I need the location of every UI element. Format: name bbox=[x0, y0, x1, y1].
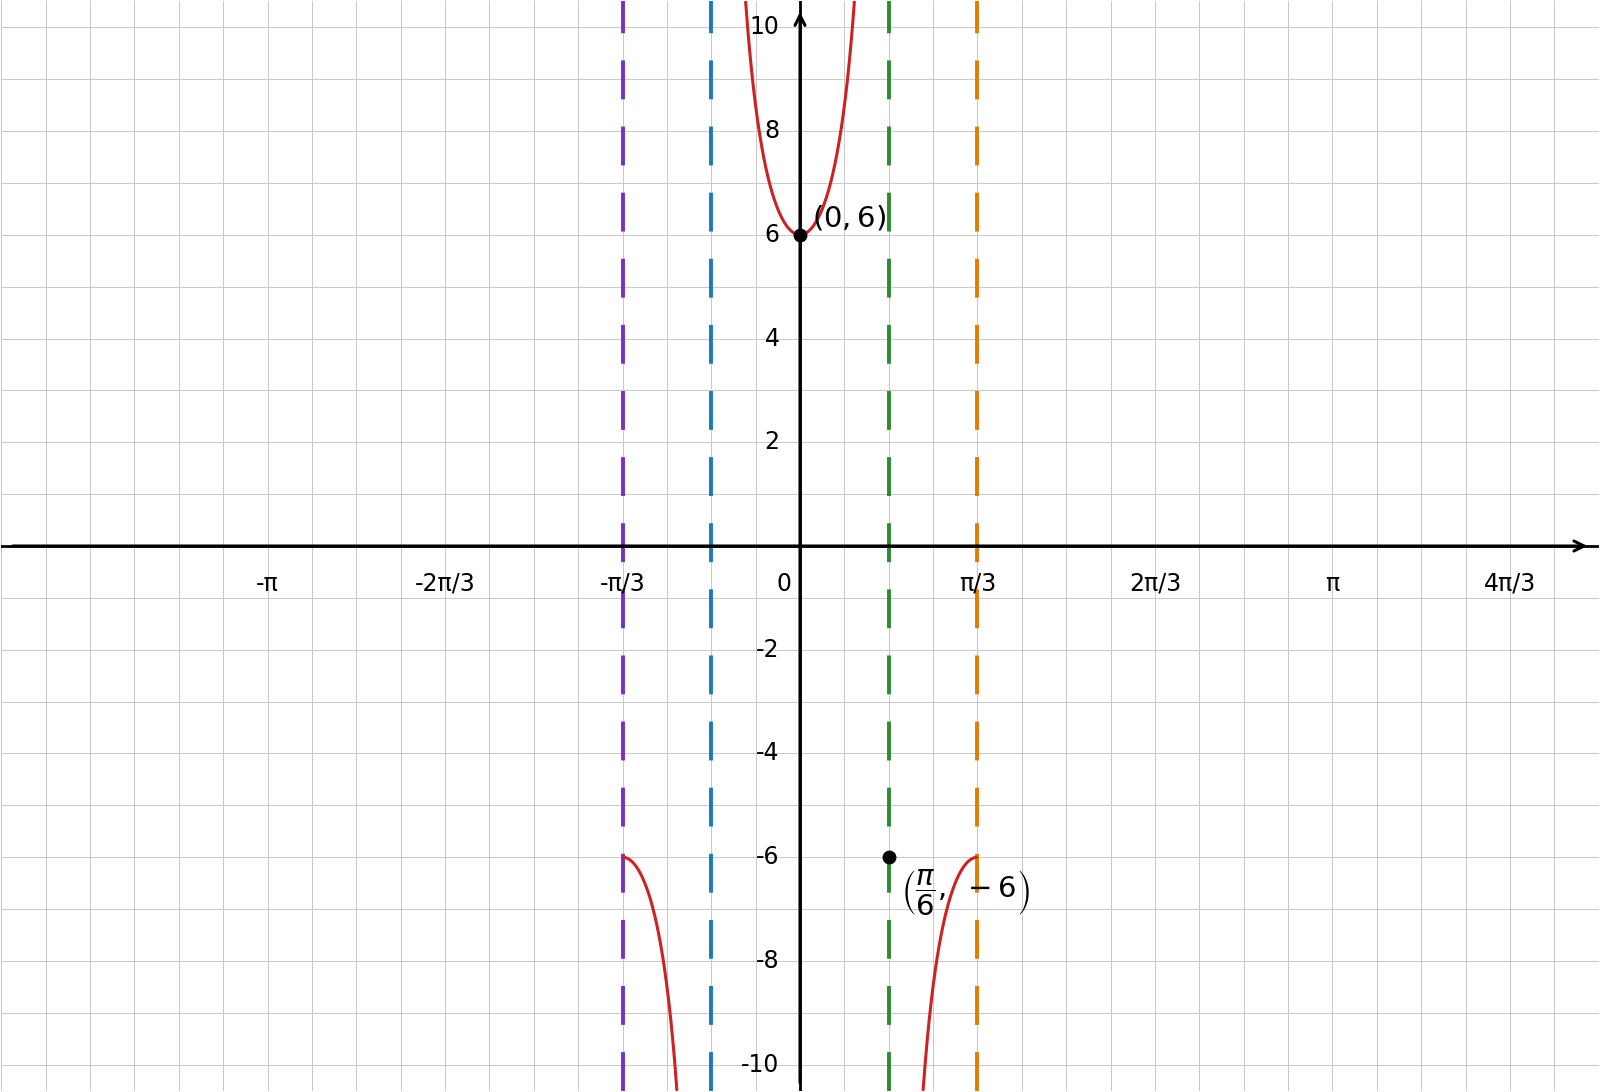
Text: 2π/3: 2π/3 bbox=[1130, 572, 1181, 596]
Text: 0: 0 bbox=[776, 572, 792, 596]
Text: π/3: π/3 bbox=[958, 572, 997, 596]
Text: $\left(\dfrac{\pi}{6},\ -6\right)$: $\left(\dfrac{\pi}{6},\ -6\right)$ bbox=[901, 867, 1029, 917]
Text: -2: -2 bbox=[757, 638, 779, 662]
Text: 8: 8 bbox=[765, 119, 779, 143]
Text: $(0, 6)$: $(0, 6)$ bbox=[811, 203, 886, 233]
Text: -6: -6 bbox=[757, 845, 779, 869]
Text: -8: -8 bbox=[757, 949, 779, 973]
Text: -π: -π bbox=[256, 572, 278, 596]
Text: 2: 2 bbox=[765, 430, 779, 454]
Text: -π/3: -π/3 bbox=[600, 572, 645, 596]
Text: -4: -4 bbox=[757, 741, 779, 765]
Text: -2π/3: -2π/3 bbox=[414, 572, 475, 596]
Text: 4π/3: 4π/3 bbox=[1483, 572, 1536, 596]
Text: 6: 6 bbox=[765, 223, 779, 247]
Text: -10: -10 bbox=[741, 1053, 779, 1077]
Text: π: π bbox=[1325, 572, 1339, 596]
Text: 10: 10 bbox=[750, 15, 779, 39]
Text: 4: 4 bbox=[765, 327, 779, 351]
